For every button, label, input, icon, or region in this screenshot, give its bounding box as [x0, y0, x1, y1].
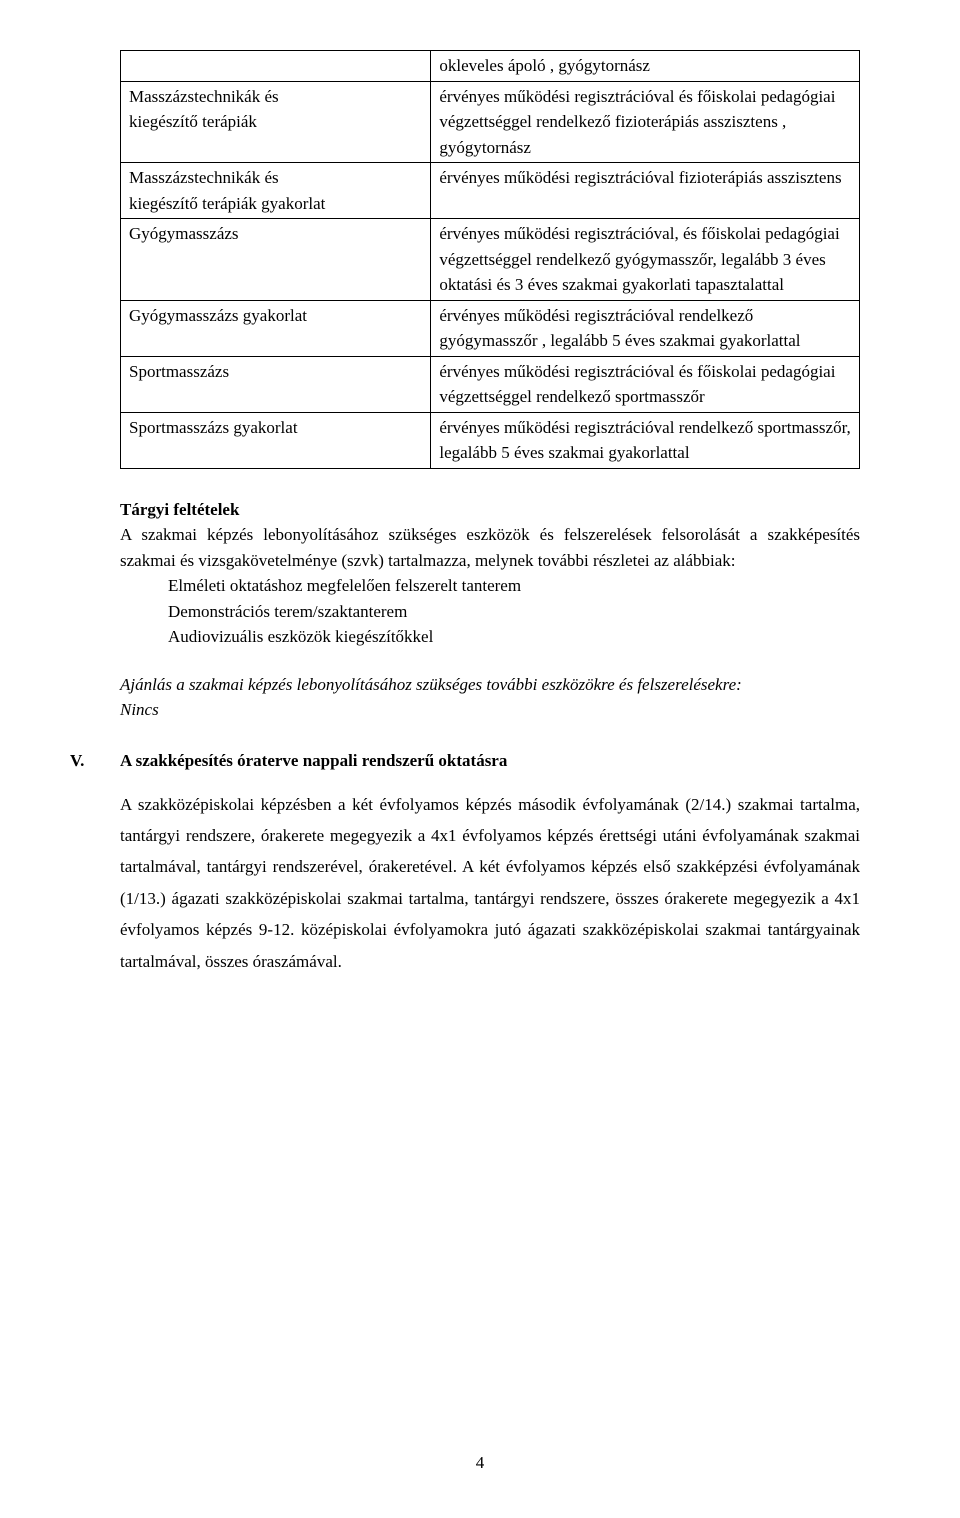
table-cell-right: okleveles ápoló , gyógytornász: [431, 51, 860, 82]
ajanlas-block: Ajánlás a szakmai képzés lebonyolításáho…: [120, 672, 860, 723]
ajanlas-line2: Nincs: [120, 700, 159, 719]
table-row: Masszázstechnikák éskiegészítő terápiák …: [121, 163, 860, 219]
list-item: Elméleti oktatáshoz megfelelően felszere…: [168, 573, 860, 599]
table-cell-left: [121, 51, 431, 82]
section-body: A szakközépiskolai képzésben a két évfol…: [120, 789, 860, 978]
table-row: Gyógymasszázsérvényes működési regisztrá…: [121, 219, 860, 301]
table-cell-right: érvényes működési regisztrációval rendel…: [431, 300, 860, 356]
targyi-title: Tárgyi feltételek: [120, 500, 239, 519]
targyi-items: Elméleti oktatáshoz megfelelően felszere…: [120, 573, 860, 650]
targyi-block: Tárgyi feltételek A szakmai képzés lebon…: [120, 497, 860, 650]
table-cell-right: érvényes működési regisztrációval fiziot…: [431, 163, 860, 219]
list-item: Audiovizuális eszközök kiegészítőkkel: [168, 624, 860, 650]
section-number: V.: [70, 751, 120, 771]
table-row: Sportmasszázsérvényes működési regisztrá…: [121, 356, 860, 412]
table-row: Gyógymasszázs gyakorlatérvényes működési…: [121, 300, 860, 356]
list-item: Demonstrációs terem/szaktanterem: [168, 599, 860, 625]
table-cell-left: Gyógymasszázs: [121, 219, 431, 301]
page-number: 4: [0, 1453, 960, 1473]
table-row: Masszázstechnikák éskiegészítő terápiáké…: [121, 81, 860, 163]
table-cell-left: Sportmasszázs: [121, 356, 431, 412]
table-cell-right: érvényes működési regisztrációval rendel…: [431, 412, 860, 468]
table-cell-right: érvényes működési regisztrációval és fői…: [431, 81, 860, 163]
table-cell-left: Masszázstechnikák éskiegészítő terápiák …: [121, 163, 431, 219]
section-heading: V. A szakképesítés óraterve nappali rend…: [120, 751, 860, 771]
table-cell-right: érvényes működési regisztrációval és fői…: [431, 356, 860, 412]
table-cell-left: Masszázstechnikák éskiegészítő terápiák: [121, 81, 431, 163]
table-cell-left: Sportmasszázs gyakorlat: [121, 412, 431, 468]
section-title: A szakképesítés óraterve nappali rendsze…: [120, 751, 507, 771]
targyi-body: A szakmai képzés lebonyolításához szüksé…: [120, 525, 860, 570]
table-cell-left: Gyógymasszázs gyakorlat: [121, 300, 431, 356]
table-row: Sportmasszázs gyakorlatérvényes működési…: [121, 412, 860, 468]
requirements-table: okleveles ápoló , gyógytornászMasszázste…: [120, 50, 860, 469]
table-row: okleveles ápoló , gyógytornász: [121, 51, 860, 82]
ajanlas-line1: Ajánlás a szakmai képzés lebonyolításáho…: [120, 675, 742, 694]
table-cell-right: érvényes működési regisztrációval, és fő…: [431, 219, 860, 301]
